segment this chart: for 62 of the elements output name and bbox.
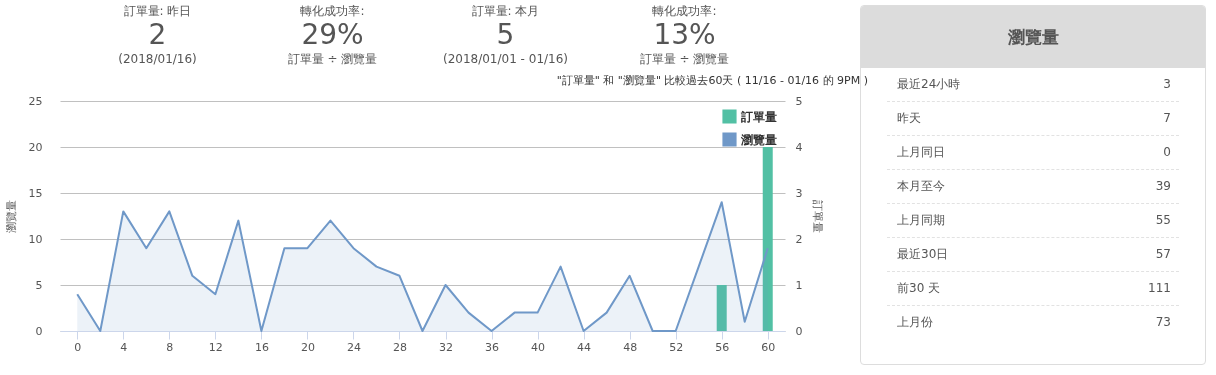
y-tick-label: 25 xyxy=(28,94,43,108)
y2-axis-title: 訂單量 xyxy=(811,200,825,233)
y-tick-label: 20 xyxy=(28,140,43,154)
x-tick-label: 36 xyxy=(485,340,500,354)
x-tick-label: 32 xyxy=(439,340,454,354)
text: 轉化成功率: xyxy=(299,4,366,18)
y-tick-label: 15 xyxy=(28,186,43,200)
category-label: 最近30日 xyxy=(897,246,949,263)
text: 訂單量 ÷ 瀏覽量 xyxy=(286,52,379,66)
text: 2 xyxy=(147,18,168,52)
x-tick-label: 52 xyxy=(669,340,684,354)
x-tick-label: 12 xyxy=(208,340,223,354)
y2-tick-label: 1 xyxy=(795,278,803,292)
y2-tick-label: 0 xyxy=(795,324,803,338)
category-label: 昨天 xyxy=(897,110,921,127)
category-label: 前30 天 xyxy=(897,280,941,297)
text: 訂單量: 昨日 xyxy=(122,4,193,18)
x-tick-label: 20 xyxy=(300,340,315,354)
data-label: 7 xyxy=(1163,110,1171,127)
text: (2018/01/16) xyxy=(117,52,198,66)
chart-subtitle: "訂單量" 和 "瀏覽量" 比較過去60天 ( 11/16 - 01/16 的 9PM ) xyxy=(556,74,868,87)
y2-tick-label: 2 xyxy=(795,232,803,246)
text: (2018/01/01 - 01/16) xyxy=(441,52,570,66)
data-label: 57 xyxy=(1155,246,1171,263)
x-tick-label: 4 xyxy=(120,340,128,354)
y2-tick-label: 3 xyxy=(795,186,803,200)
text: 瀏覽量 xyxy=(861,6,1205,68)
data-label: 73 xyxy=(1155,314,1171,331)
category-label: 上月同日 xyxy=(897,144,945,161)
text: 5 xyxy=(495,18,516,52)
y2-tick-label: 4 xyxy=(795,140,803,154)
category-label: 本月至今 xyxy=(897,178,945,195)
text: 13% xyxy=(652,18,717,52)
x-tick-label: 28 xyxy=(392,340,407,354)
x-tick-label: 56 xyxy=(715,340,730,354)
x-tick-label: 44 xyxy=(577,340,592,354)
legend-label: 訂單量 xyxy=(740,109,777,124)
text: 訂單量: 本月 xyxy=(470,4,541,18)
data-label: 39 xyxy=(1155,178,1171,195)
y-tick-label: 5 xyxy=(35,278,43,292)
text: 29% xyxy=(300,18,365,52)
x-tick-label: 16 xyxy=(254,340,269,354)
x-tick-label: 8 xyxy=(166,340,174,354)
text: 訂單量 ÷ 瀏覽量 xyxy=(638,52,731,66)
y-tick-label: 10 xyxy=(28,232,43,246)
text: 轉化成功率: xyxy=(651,4,718,18)
data-label: 0 xyxy=(1163,144,1171,161)
category-label: 上月份 xyxy=(897,314,933,331)
x-tick-label: 60 xyxy=(761,340,776,354)
x-tick-label: 40 xyxy=(531,340,546,354)
legend-label: 瀏覽量 xyxy=(740,132,777,147)
category-label: 最近24小時 xyxy=(897,76,961,93)
category-label: 上月同期 xyxy=(897,212,945,229)
data-label: 3 xyxy=(1163,76,1171,93)
x-tick-label: 0 xyxy=(74,340,82,354)
data-label: 111 xyxy=(1148,280,1171,297)
y-tick-label: 0 xyxy=(35,324,43,338)
y-axis-title: 瀏覽量 xyxy=(4,200,18,233)
x-tick-label: 24 xyxy=(346,340,361,354)
x-tick-label: 48 xyxy=(623,340,638,354)
y2-tick-label: 5 xyxy=(795,94,803,108)
data-label: 55 xyxy=(1155,212,1171,229)
